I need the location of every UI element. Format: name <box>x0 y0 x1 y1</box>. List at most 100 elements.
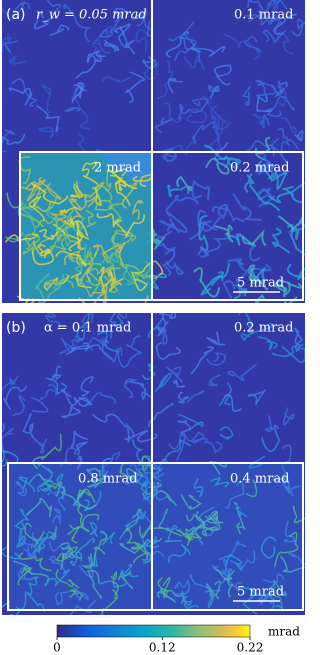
texture <box>202 95 227 135</box>
texture <box>8 87 33 106</box>
texture <box>210 477 230 488</box>
texture <box>294 327 303 351</box>
texture <box>12 394 26 417</box>
texture <box>108 202 123 224</box>
panel-title: 0.2 mrad <box>230 161 289 176</box>
texture <box>114 180 127 192</box>
texture <box>55 569 80 589</box>
texture <box>71 183 84 198</box>
texture <box>192 437 223 454</box>
texture <box>282 281 303 298</box>
texture <box>73 396 93 407</box>
scale-bar-label: 5 mrad <box>237 585 284 600</box>
texture <box>86 467 101 481</box>
texture <box>76 455 83 470</box>
texture <box>135 510 145 523</box>
texture <box>262 573 284 584</box>
texture <box>72 344 113 360</box>
texture <box>22 236 56 255</box>
texture <box>131 272 149 292</box>
texture <box>98 18 120 38</box>
texture <box>200 275 224 296</box>
texture <box>233 283 248 300</box>
texture <box>159 313 177 320</box>
texture <box>240 322 274 342</box>
texture <box>225 554 243 571</box>
texture <box>165 260 185 275</box>
texture <box>12 1 30 13</box>
texture <box>198 506 219 537</box>
texture <box>116 313 128 319</box>
texture <box>28 473 54 493</box>
texture <box>2 134 26 145</box>
texture <box>291 18 305 37</box>
panel-title: 0.1 mrad <box>234 8 293 23</box>
texture <box>115 214 145 239</box>
texture <box>77 506 90 533</box>
texture <box>257 160 287 183</box>
texture <box>85 209 97 228</box>
texture <box>60 546 79 570</box>
texture <box>96 330 120 353</box>
figure: (a) r_w = 0.05 mrad 0.1 mrad 2 mrad 0.2 … <box>2 0 305 655</box>
texture <box>17 564 32 586</box>
texture <box>255 79 277 97</box>
texture <box>206 352 227 366</box>
texture <box>256 95 273 113</box>
texture <box>134 260 151 281</box>
texture <box>277 128 299 150</box>
texture <box>227 258 250 272</box>
texture <box>71 430 88 449</box>
texture <box>39 383 60 401</box>
texture <box>30 397 49 413</box>
colorbar: mrad 0 0.12 0.22 <box>53 625 300 655</box>
texture <box>71 82 84 103</box>
texture <box>91 42 100 62</box>
texture <box>2 33 13 53</box>
texture <box>264 415 275 432</box>
texture <box>96 169 112 191</box>
colorbar-unit: mrad <box>268 625 300 639</box>
texture <box>168 35 190 50</box>
texture <box>69 599 96 615</box>
texture <box>47 555 66 573</box>
texture <box>246 140 275 157</box>
texture <box>269 14 283 32</box>
texture <box>20 529 44 548</box>
texture <box>264 96 282 118</box>
texture <box>178 526 196 538</box>
texture <box>23 545 37 559</box>
texture <box>27 576 39 596</box>
texture <box>51 213 73 224</box>
texture <box>228 233 257 247</box>
texture <box>8 55 26 67</box>
texture <box>177 104 191 120</box>
texture <box>117 569 134 590</box>
texture <box>109 168 138 190</box>
texture <box>208 84 220 100</box>
texture <box>13 560 50 586</box>
texture <box>61 537 95 560</box>
panel-title: 0.8 mrad <box>78 472 137 487</box>
texture <box>11 78 39 107</box>
texture <box>40 484 53 496</box>
texture <box>244 173 256 193</box>
texture <box>215 569 233 581</box>
texture <box>158 588 177 603</box>
texture <box>114 7 128 21</box>
texture <box>55 250 87 267</box>
texture <box>148 402 174 428</box>
texture <box>74 592 89 601</box>
texture <box>117 177 138 209</box>
texture <box>179 21 197 47</box>
texture <box>77 488 96 503</box>
texture <box>74 441 88 456</box>
texture <box>141 295 149 303</box>
texture <box>2 375 19 391</box>
texture <box>76 230 85 251</box>
texture <box>116 347 142 368</box>
texture <box>201 513 221 537</box>
texture <box>104 39 120 52</box>
texture <box>101 267 118 284</box>
texture <box>38 181 57 210</box>
